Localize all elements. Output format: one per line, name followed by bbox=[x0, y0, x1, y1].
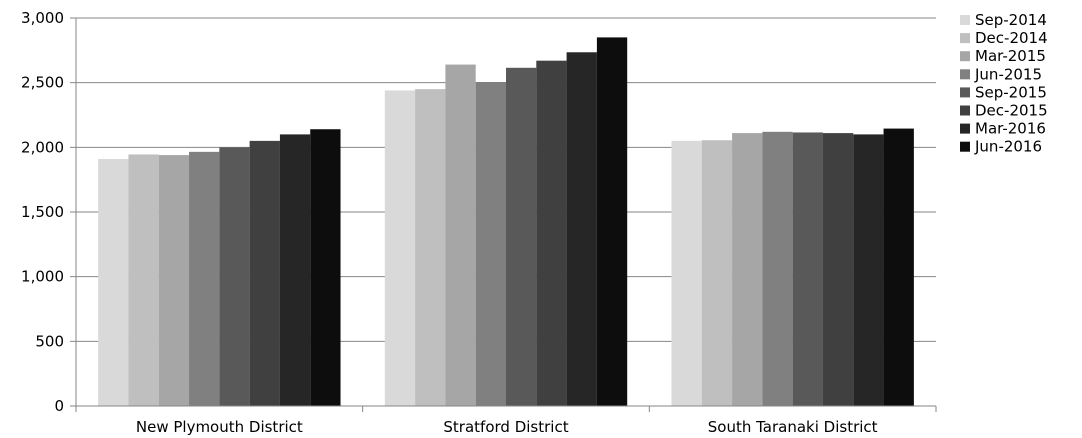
y-tick-label: 500 bbox=[35, 332, 64, 350]
bar-jun-2016 bbox=[883, 128, 914, 406]
bar-jun-2016 bbox=[310, 129, 341, 406]
legend-label: Sep-2014 bbox=[975, 11, 1047, 29]
bar-mar-2016 bbox=[566, 52, 597, 406]
bar-sep-2015 bbox=[506, 67, 537, 406]
y-tick-label: 3,000 bbox=[21, 9, 64, 27]
bar-dec-2015 bbox=[536, 60, 567, 407]
x-category-label: South Taranaki District bbox=[708, 418, 878, 436]
bar-sep-2015 bbox=[219, 147, 250, 407]
bar-mar-2016 bbox=[279, 134, 311, 406]
bar-mar-2016 bbox=[853, 134, 884, 406]
bar-jun-2015 bbox=[475, 82, 506, 407]
legend-swatch bbox=[960, 15, 970, 25]
y-tick-label: 0 bbox=[54, 397, 64, 415]
legend-label: Jun-2015 bbox=[974, 65, 1042, 83]
bar-dec-2015 bbox=[249, 140, 280, 406]
bar-jun-2015 bbox=[762, 131, 793, 406]
legend-label: Jun-2016 bbox=[974, 138, 1042, 156]
legend-label: Mar-2015 bbox=[975, 47, 1046, 65]
x-category-label: New Plymouth District bbox=[136, 418, 303, 436]
legend-swatch bbox=[960, 105, 970, 116]
legend-swatch bbox=[960, 87, 970, 98]
bar-jun-2016 bbox=[596, 37, 628, 407]
legend: Sep-2014Dec-2014Mar-2015Jun-2015Sep-2015… bbox=[960, 11, 1048, 156]
bar-sep-2014 bbox=[671, 140, 702, 406]
bar-sep-2015 bbox=[792, 132, 823, 406]
bar-mar-2015 bbox=[732, 133, 763, 406]
legend-label: Dec-2015 bbox=[975, 102, 1048, 120]
bar-dec-2014 bbox=[128, 154, 159, 406]
legend-swatch bbox=[960, 51, 970, 62]
bar-mar-2015 bbox=[158, 155, 190, 406]
y-tick-label: 2,000 bbox=[21, 138, 64, 156]
y-tick-label: 1,000 bbox=[21, 268, 64, 286]
legend-label: Mar-2016 bbox=[975, 120, 1046, 138]
x-category-label: Stratford District bbox=[443, 418, 568, 436]
bar-sep-2014 bbox=[384, 90, 416, 406]
legend-swatch bbox=[960, 33, 970, 44]
bar-dec-2014 bbox=[415, 89, 446, 406]
bar-sep-2014 bbox=[98, 158, 129, 406]
legend-label: Sep-2015 bbox=[975, 83, 1047, 101]
legend-swatch bbox=[960, 69, 970, 80]
legend-swatch bbox=[960, 123, 970, 134]
legend-label: Dec-2014 bbox=[975, 29, 1048, 47]
y-tick-label: 1,500 bbox=[21, 203, 64, 221]
legend-swatch bbox=[960, 141, 970, 152]
bar-dec-2014 bbox=[701, 140, 733, 406]
bar-dec-2015 bbox=[822, 133, 854, 406]
bars bbox=[98, 37, 914, 407]
y-tick-label: 2,500 bbox=[21, 74, 64, 92]
bar-jun-2015 bbox=[189, 151, 220, 406]
bar-mar-2015 bbox=[445, 64, 476, 406]
axes: 0 500 1,000 1,500 2,000 2,500 3,000 New Plymout… bbox=[21, 9, 937, 436]
